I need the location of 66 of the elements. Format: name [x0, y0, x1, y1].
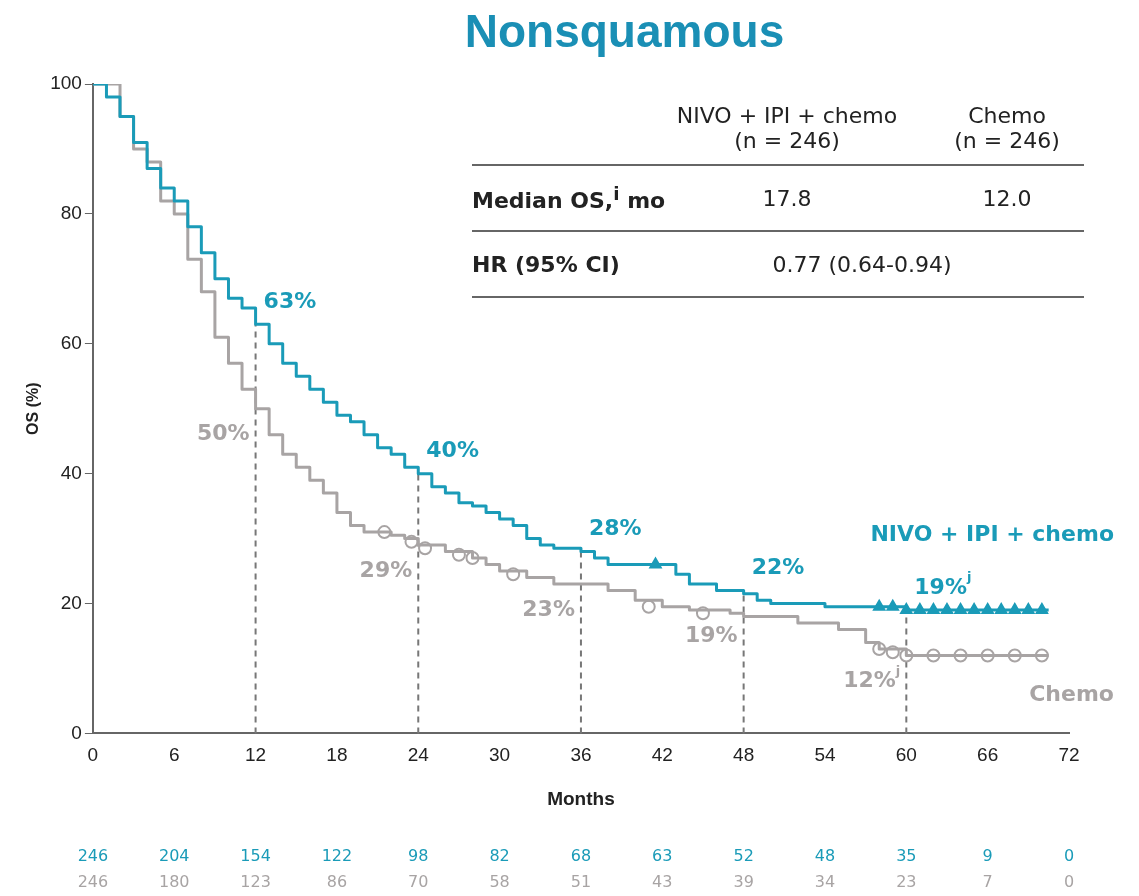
y-axis-title: OS (%) — [24, 382, 42, 435]
text: 23 — [896, 872, 917, 892]
text: 43 — [652, 872, 673, 892]
text: 34 — [814, 872, 836, 892]
x-tick-label: 18 — [326, 744, 348, 766]
x-tick-label: 42 — [651, 744, 673, 766]
series-label: Chemo — [1029, 681, 1114, 707]
text: 86 — [326, 872, 348, 892]
x-tick-label: 36 — [570, 744, 592, 766]
y-tick-label: 0 — [71, 721, 82, 743]
point — [641, 599, 656, 614]
y-tick-label: 80 — [60, 202, 82, 224]
annotation: 40% — [426, 437, 479, 463]
text: 68 — [570, 846, 592, 866]
text: 63 — [652, 846, 673, 866]
annotation: 63% — [263, 288, 317, 313]
text: 48 — [814, 846, 836, 866]
text: 180 — [158, 872, 190, 892]
text: 122 — [321, 846, 353, 866]
y-tick-label: 40 — [60, 461, 82, 483]
annotation: Median OS,$^{i}$ mo — [472, 182, 666, 214]
x-axis-title: Months — [547, 787, 615, 809]
text: 246 — [77, 872, 109, 892]
y-tick-label: 20 — [60, 591, 82, 613]
x-tick-label: 0 — [87, 744, 99, 766]
text: 70 — [408, 872, 429, 892]
chart-title: Nonsquamous — [463, 4, 786, 58]
text: 154 — [240, 846, 271, 866]
annotation: 28% — [588, 515, 642, 541]
text: 35 — [896, 846, 917, 866]
x-tick-label: 48 — [733, 744, 755, 766]
x-tick-label: 12 — [245, 744, 267, 766]
text: 52 — [733, 846, 754, 866]
x-tick-label: 72 — [1058, 744, 1080, 766]
text: 82 — [489, 846, 510, 866]
x-tick-label: 54 — [814, 744, 836, 766]
text: 204 — [158, 846, 190, 866]
y-tick-label: 60 — [60, 331, 82, 353]
text: 0 — [1063, 846, 1075, 866]
annotation: 50% — [196, 420, 250, 446]
x-tick-label: 24 — [407, 744, 430, 766]
x-tick-label: 30 — [489, 744, 511, 766]
annotation: 22% — [751, 554, 805, 580]
x-tick-label: 66 — [977, 744, 999, 766]
text: NIVO + IPI + chemo — [870, 520, 1114, 546]
x-tick-label: 60 — [895, 744, 917, 766]
text: 123 — [240, 872, 271, 892]
annotation: Chemo (n = 246) — [953, 103, 1061, 153]
text: 246 — [77, 846, 109, 866]
text: 58 — [489, 872, 510, 892]
text: 98 — [408, 846, 429, 866]
annotation: 17.8 — [762, 185, 812, 211]
annotation: 19% — [684, 621, 738, 647]
annotation: HR (95% CI) — [472, 251, 621, 277]
annotation: NIVO + IPI + chemo (n = 246) — [675, 103, 899, 153]
annotation: 12.0 — [981, 185, 1033, 211]
annotation: 23% — [522, 595, 575, 621]
annotation: 29% — [359, 556, 413, 582]
text: 0 — [1063, 872, 1075, 892]
text: 9 — [982, 846, 993, 866]
text: 51 — [570, 872, 592, 892]
x-tick-label: 6 — [168, 744, 180, 766]
text: 7 — [982, 872, 993, 892]
annotation: 0.77 (0.64-0.94) — [771, 251, 953, 277]
text: 39 — [733, 872, 754, 892]
y-tick-label: 100 — [50, 72, 82, 94]
